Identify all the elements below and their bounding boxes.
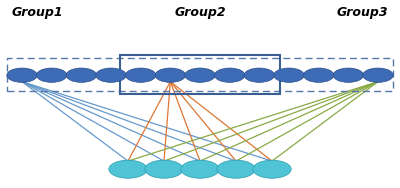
Circle shape [109, 160, 147, 178]
Text: Group3: Group3 [336, 6, 388, 19]
Circle shape [155, 68, 186, 82]
Circle shape [36, 68, 67, 82]
Circle shape [217, 160, 255, 178]
Text: Group1: Group1 [12, 6, 64, 19]
Circle shape [66, 68, 96, 82]
Text: Group2: Group2 [174, 6, 226, 19]
Circle shape [7, 68, 37, 82]
Circle shape [333, 68, 364, 82]
Circle shape [244, 68, 274, 82]
Circle shape [304, 68, 334, 82]
Bar [120, 55, 280, 94]
Bar [7, 58, 393, 91]
Circle shape [126, 68, 156, 82]
Circle shape [96, 68, 126, 82]
Circle shape [274, 68, 304, 82]
Circle shape [145, 160, 183, 178]
Circle shape [363, 68, 393, 82]
Circle shape [253, 160, 291, 178]
Circle shape [185, 68, 215, 82]
Circle shape [214, 68, 245, 82]
Circle shape [181, 160, 219, 178]
